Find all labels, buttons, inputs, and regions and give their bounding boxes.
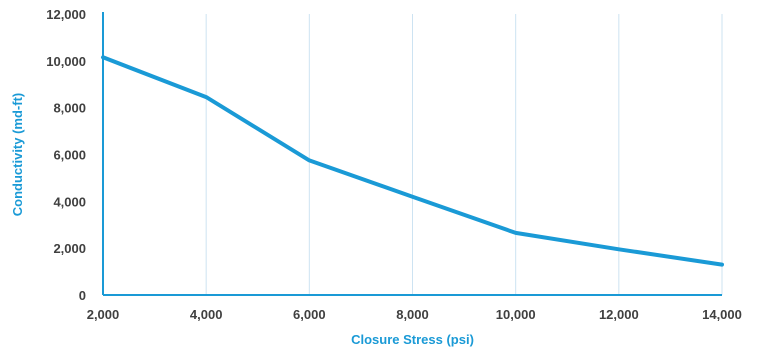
x-tick-label: 6,000 [293,307,326,322]
y-tick-labels: 0 2,000 4,000 6,000 8,000 10,000 12,000 [46,7,86,303]
x-tick-labels: 2,000 4,000 6,000 8,000 10,000 12,000 14,000 [87,307,742,322]
y-tick-label: 0 [79,288,86,303]
x-tick-label: 10,000 [496,307,536,322]
x-tick-label: 14,000 [702,307,742,322]
x-tick-label: 4,000 [190,307,223,322]
y-tick-label: 8,000 [53,101,86,116]
x-axis-title: Closure Stress (psi) [351,332,474,347]
x-tick-label: 8,000 [396,307,429,322]
y-tick-label: 4,000 [53,194,86,209]
x-tick-label: 12,000 [599,307,639,322]
y-axis-title: Conductivity (md-ft) [10,93,25,216]
y-tick-label: 12,000 [46,7,86,22]
y-tick-label: 2,000 [53,241,86,256]
y-tick-label: 6,000 [53,148,86,163]
y-tick-label: 10,000 [46,54,86,69]
x-tick-label: 2,000 [87,307,120,322]
